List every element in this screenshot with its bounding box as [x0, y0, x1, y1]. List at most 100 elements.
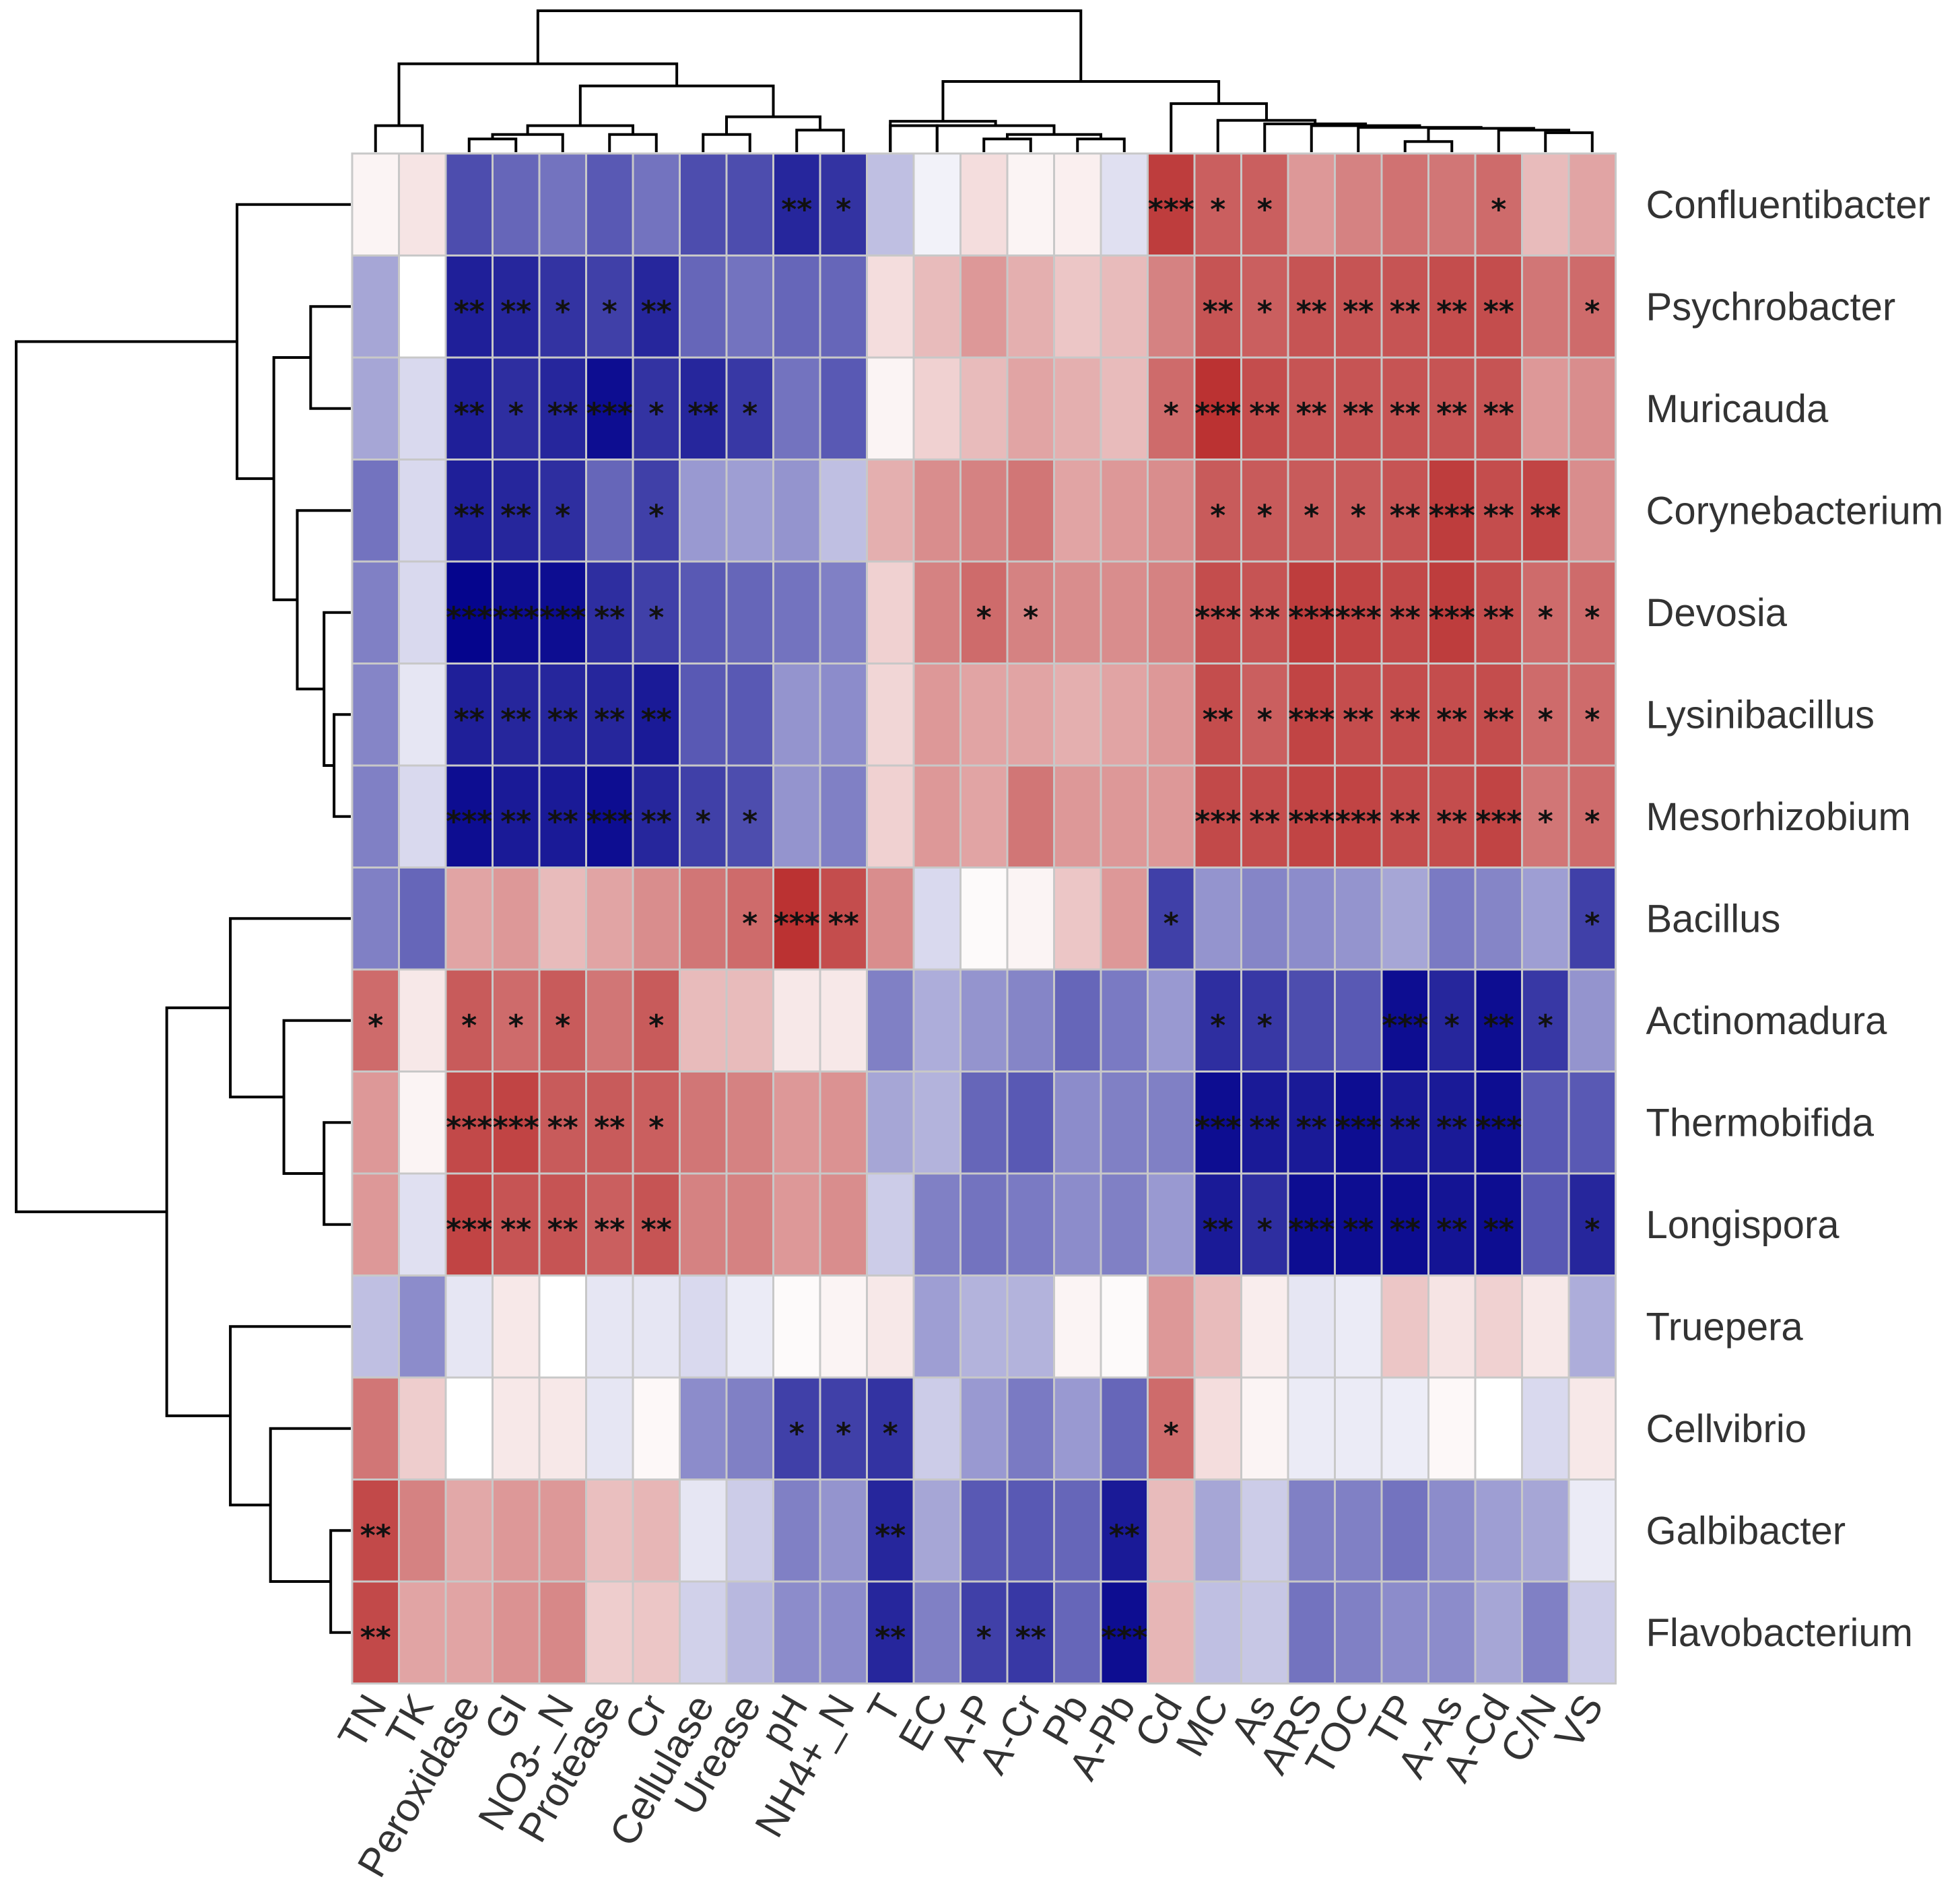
- heatmap-cell: [959, 356, 1009, 461]
- heatmap-cell: [1380, 1478, 1429, 1583]
- significance-marker: ***: [1429, 498, 1475, 533]
- significance-marker: **: [547, 1213, 578, 1247]
- heatmap-cell: [1380, 866, 1429, 971]
- significance-marker: **: [1343, 397, 1374, 431]
- significance-marker: *: [1164, 397, 1179, 431]
- significance-marker: **: [500, 294, 531, 329]
- heatmap-cell: [632, 866, 681, 971]
- column-dendrogram-branch: [941, 80, 1221, 122]
- column-dendrogram-branch: [578, 84, 775, 126]
- significance-marker: *: [368, 1009, 383, 1043]
- heatmap-cell: [1567, 968, 1617, 1073]
- heatmap-cell: [772, 1172, 821, 1277]
- significance-marker: ***: [1194, 397, 1241, 431]
- heatmap-cell: [1427, 356, 1477, 461]
- heatmap-cell: [398, 254, 447, 359]
- column-dendrogram-branch: [1427, 127, 1535, 142]
- heatmap-cell: [912, 560, 962, 665]
- heatmap-cell: [1427, 662, 1477, 767]
- heatmap-cell: [1521, 152, 1570, 257]
- significance-marker: **: [1390, 1213, 1421, 1247]
- heatmap-cell: [912, 968, 962, 1073]
- heatmap-cell: [1474, 254, 1523, 359]
- significance-marker: *: [1584, 601, 1600, 635]
- heatmap-cell: [538, 254, 587, 359]
- heatmap-cell: [444, 662, 494, 767]
- heatmap-cell: [866, 458, 915, 563]
- heatmap-cell: [492, 866, 541, 971]
- heatmap-cell: [866, 1274, 915, 1379]
- heatmap-cell: [1240, 662, 1289, 767]
- significance-marker: ***: [1288, 805, 1335, 839]
- heatmap-cell: [1287, 1376, 1336, 1481]
- row-dendrogram: [15, 203, 351, 1634]
- row-label-actinomadura: Actinomadura: [1646, 999, 1888, 1043]
- heatmap-cell: [492, 356, 541, 461]
- heatmap-cell: [585, 1376, 634, 1481]
- significance-marker: **: [1436, 805, 1467, 839]
- heatmap-cell: [1334, 1274, 1383, 1379]
- heatmap-cell: [1147, 254, 1196, 359]
- heatmap-cell: [1100, 254, 1149, 359]
- heatmap-cell: [1521, 356, 1570, 461]
- significance-marker: **: [454, 397, 485, 431]
- heatmap-cell: [1427, 1070, 1477, 1175]
- significance-marker: ***: [1194, 1110, 1241, 1145]
- heatmap-cell: [632, 1580, 681, 1685]
- significance-marker: **: [454, 702, 485, 737]
- significance-marker: **: [1390, 498, 1421, 533]
- heatmap-cell: [1474, 356, 1523, 461]
- heatmap-cell: [912, 866, 962, 971]
- heatmap-cell: [1147, 1478, 1196, 1583]
- column-dendrogram-branch: [1310, 124, 1421, 152]
- significance-marker: *: [461, 1009, 477, 1043]
- heatmap-cell: [772, 968, 821, 1073]
- column-dendrogram-branch: [889, 124, 939, 152]
- heatmap-cell: [1147, 458, 1196, 563]
- heatmap-cell: [1193, 1172, 1242, 1277]
- heatmap-cell: [679, 254, 728, 359]
- significance-marker: *: [696, 805, 711, 839]
- heatmap-cell: [725, 356, 774, 461]
- heatmap-cell: [1521, 662, 1570, 767]
- heatmap-cell: [1334, 152, 1383, 257]
- heatmap-cell: [444, 1478, 494, 1583]
- significance-marker: *: [976, 1621, 992, 1655]
- heatmap-cell: [1521, 968, 1570, 1073]
- row-dendrogram-branch: [323, 611, 351, 767]
- heatmap-cell: [444, 1274, 494, 1379]
- heatmap-cell: [1334, 1478, 1383, 1583]
- heatmap-cell: [1567, 152, 1617, 257]
- heatmap-cell: [444, 866, 494, 971]
- significance-marker: **: [594, 702, 625, 737]
- heatmap-cell: [1147, 662, 1196, 767]
- heatmap-cell: [1100, 1172, 1149, 1277]
- heatmap-cell: [866, 968, 915, 1073]
- heatmap-cell: [351, 152, 400, 257]
- heatmap-cell: [819, 764, 868, 869]
- heatmap-cell: [1427, 1580, 1477, 1685]
- heatmap-cell: [398, 1070, 447, 1175]
- significance-marker: **: [1296, 1110, 1327, 1145]
- heatmap-cell: [632, 1478, 681, 1583]
- column-dendrogram-branch: [1403, 140, 1454, 152]
- heatmap-cell: [912, 1070, 962, 1175]
- heatmap-cell: [1427, 1478, 1477, 1583]
- heatmap-cell: [819, 1478, 868, 1583]
- heatmap-cell: [1240, 1376, 1289, 1481]
- significance-marker: *: [1210, 1009, 1225, 1043]
- heatmap-cell: [1474, 1580, 1523, 1685]
- significance-marker: *: [1257, 702, 1273, 737]
- heatmap-cell: [585, 1070, 634, 1175]
- heatmap-cell: [1567, 662, 1617, 767]
- heatmap-cell: [1147, 1070, 1196, 1175]
- heatmap-cell: [725, 968, 774, 1073]
- column-dendrogram-branch: [374, 124, 424, 152]
- heatmap-cell: [585, 1580, 634, 1685]
- significance-marker: *: [1257, 294, 1273, 329]
- heatmap-cell: [538, 1478, 587, 1583]
- heatmap-cell: [1521, 1070, 1570, 1175]
- significance-marker: **: [641, 1213, 672, 1247]
- significance-marker: **: [875, 1621, 906, 1655]
- heatmap-cell: [679, 1580, 728, 1685]
